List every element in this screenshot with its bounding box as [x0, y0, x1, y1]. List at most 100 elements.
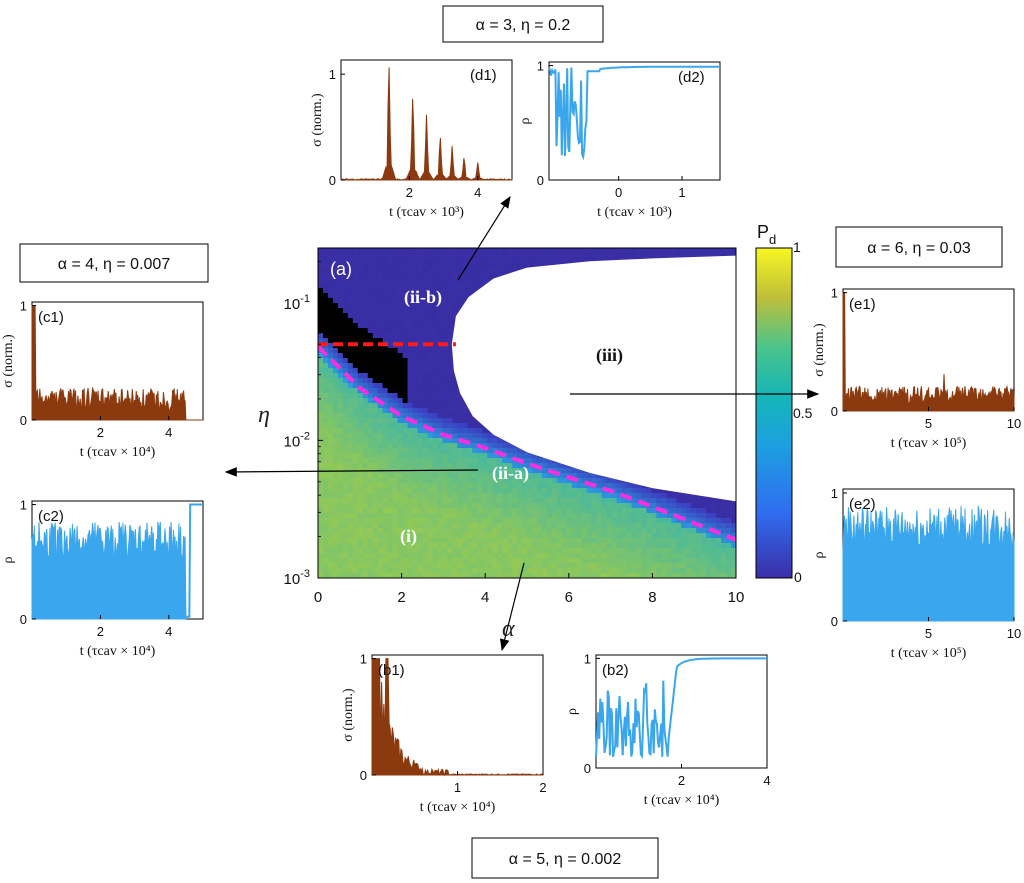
heatmap-cell	[571, 568, 578, 574]
heatmap-cell	[412, 503, 418, 509]
heatmap-cell	[452, 438, 458, 444]
heatmap-cell	[487, 463, 493, 469]
heatmap-cell	[357, 508, 364, 514]
heatmap-cell	[402, 458, 408, 464]
heatmap-cell	[332, 433, 339, 439]
heatmap-cell	[666, 508, 672, 514]
heatmap-cell	[626, 253, 632, 259]
heatmap-cell	[551, 478, 558, 484]
heatmap-cell	[332, 263, 339, 269]
heatmap-cell	[322, 513, 329, 519]
heatmap-cell	[522, 573, 528, 578]
heatmap-cell	[671, 493, 677, 499]
heatmap-cell	[482, 458, 488, 464]
heatmap-cell	[457, 523, 463, 529]
heatmap-cell	[392, 513, 399, 519]
heatmap-cell	[387, 498, 394, 504]
heatmap-cell	[377, 443, 384, 449]
heatmap-cell	[457, 413, 463, 419]
heatmap-cell	[437, 548, 443, 554]
heatmap-cell	[327, 503, 334, 509]
heatmap-cell	[596, 538, 603, 544]
heatmap-cell	[601, 523, 608, 529]
heatmap-cell	[541, 523, 548, 529]
heatmap-cell	[427, 523, 433, 529]
heatmap-cell	[472, 503, 478, 509]
heatmap-cell	[318, 473, 324, 479]
heatmap-cell	[327, 263, 334, 269]
heatmap-cell	[551, 503, 558, 509]
heatmap-cell	[487, 558, 493, 564]
heatmap-cell	[666, 558, 672, 564]
heatmap-cell	[651, 503, 657, 509]
heatmap-cell	[512, 538, 518, 544]
heatmap-cell	[347, 528, 354, 534]
heatmap-cell	[447, 398, 453, 404]
heatmap-cell	[318, 543, 324, 549]
heatmap-cell	[512, 568, 518, 574]
heatmap-cell	[362, 458, 369, 464]
heatmap-cell	[616, 248, 622, 254]
heatmap-cell	[447, 318, 453, 324]
heatmap-cell	[332, 458, 339, 464]
heatmap-cell	[337, 423, 344, 429]
heatmap-cell	[636, 523, 642, 529]
heatmap-cell	[507, 493, 513, 499]
heatmap-cell	[551, 488, 558, 494]
heatmap-cell	[342, 348, 349, 354]
heatmap-cell	[661, 548, 667, 554]
heatmap-cell	[457, 563, 463, 569]
heatmap-cell	[397, 558, 403, 564]
heatmap-cell	[372, 383, 379, 389]
heatmap-cell	[442, 363, 448, 369]
heatmap-cell	[437, 458, 443, 464]
heatmap-cell	[352, 268, 359, 274]
heatmap-cell	[422, 558, 428, 564]
heatmap-cell	[447, 258, 453, 264]
heatmap-cell	[571, 533, 578, 539]
heatmap-cell	[541, 498, 548, 504]
heatmap-cell	[492, 273, 498, 279]
heatmap-cell	[487, 263, 493, 269]
heatmap-cell	[536, 523, 543, 529]
heatmap-cell	[656, 513, 662, 519]
heatmap-cell	[551, 508, 558, 514]
heatmap-cell	[527, 478, 533, 484]
heatmap-cell	[397, 503, 403, 509]
heatmap-cell	[616, 488, 622, 494]
heatmap-cell	[347, 288, 354, 294]
heatmap-cell	[372, 548, 379, 554]
heatmap-cell	[452, 448, 458, 454]
heatmap-cell	[482, 518, 488, 524]
heatmap-cell	[407, 478, 413, 484]
heatmap-cell	[412, 533, 418, 539]
heatmap-cell	[482, 543, 488, 549]
heatmap-cell	[322, 568, 329, 574]
heatmap-cell	[367, 438, 374, 444]
heatmap-cell	[566, 573, 573, 578]
heatmap-cell	[531, 478, 538, 484]
heatmap-cell	[442, 253, 448, 259]
heatmap-cell	[601, 513, 608, 519]
heatmap-cell	[482, 268, 488, 274]
heatmap-cell	[417, 458, 423, 464]
heatmap-cell	[392, 318, 399, 324]
heatmap-cell	[621, 528, 627, 534]
heatmap-cell	[422, 273, 428, 279]
heatmap-cell	[318, 458, 324, 464]
heatmap-cell	[512, 258, 518, 264]
heatmap-cell	[541, 543, 548, 549]
heatmap-cell	[477, 543, 483, 549]
heatmap-cell	[318, 443, 324, 449]
heatmap-cell	[442, 458, 448, 464]
heatmap-cell	[467, 493, 473, 499]
heatmap-cell	[487, 433, 493, 439]
heatmap-cell	[541, 473, 548, 479]
heatmap-cell	[512, 473, 518, 479]
heatmap-cell	[377, 553, 384, 559]
heatmap-cell	[397, 443, 403, 449]
heatmap-cell	[467, 483, 473, 489]
heatmap-cell	[332, 268, 339, 274]
heatmap-cell	[437, 483, 443, 489]
heatmap-cell	[616, 553, 622, 559]
